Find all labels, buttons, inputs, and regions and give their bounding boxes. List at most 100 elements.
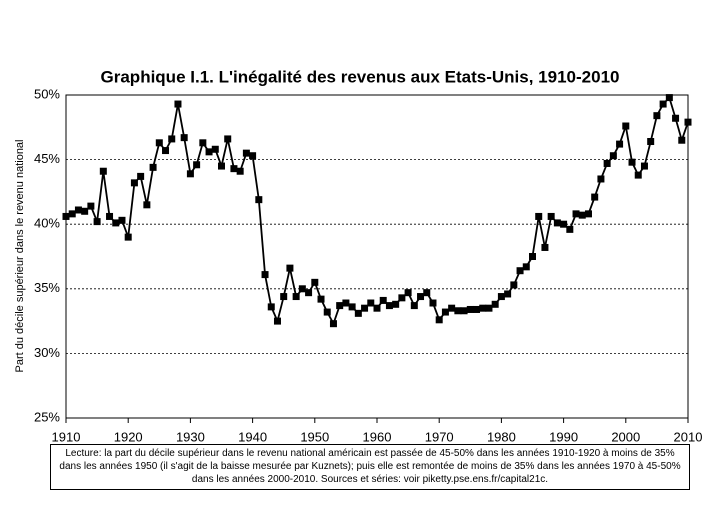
marker: [516, 267, 524, 275]
note: Lecture: la part du décile supérieur dan…: [50, 444, 690, 490]
marker: [672, 114, 680, 122]
marker: [591, 193, 599, 201]
marker: [261, 271, 269, 279]
marker: [665, 94, 673, 102]
marker: [280, 293, 288, 301]
marker: [298, 285, 306, 293]
marker: [560, 220, 568, 228]
plot-frame: [65, 94, 689, 419]
marker: [180, 134, 188, 142]
marker: [485, 304, 493, 312]
y-tick-label: 35%: [34, 280, 60, 295]
marker: [199, 139, 207, 147]
marker: [435, 316, 443, 324]
marker: [385, 302, 393, 310]
marker: [329, 320, 337, 328]
marker: [448, 304, 456, 312]
marker: [547, 212, 555, 220]
marker: [112, 219, 120, 227]
y-tick-label: 40%: [34, 216, 60, 231]
marker: [647, 138, 655, 146]
marker: [616, 140, 624, 148]
x-tick-label: 1970: [425, 429, 454, 444]
marker: [155, 139, 163, 147]
marker: [143, 201, 151, 209]
marker: [87, 202, 95, 210]
marker: [628, 158, 636, 166]
x-tick-label: 1960: [363, 429, 392, 444]
marker: [348, 303, 356, 311]
marker: [535, 212, 543, 220]
marker: [597, 175, 605, 183]
marker: [367, 299, 375, 307]
marker: [342, 299, 350, 307]
marker: [311, 278, 319, 286]
x-tick-label: 2010: [674, 429, 703, 444]
marker: [130, 179, 138, 187]
x-tick-label: 1910: [52, 429, 81, 444]
marker: [267, 303, 275, 311]
marker: [205, 148, 213, 156]
marker: [404, 289, 412, 297]
marker: [491, 300, 499, 308]
y-tick-label: 30%: [34, 345, 60, 360]
y-tick-label: 45%: [34, 151, 60, 166]
marker: [162, 147, 170, 155]
marker: [379, 296, 387, 304]
marker: [479, 304, 487, 312]
data-line: [65, 95, 689, 326]
marker: [137, 172, 145, 180]
marker: [466, 305, 474, 313]
marker: [529, 253, 536, 260]
marker: [640, 162, 648, 170]
marker: [323, 308, 331, 316]
marker: [224, 135, 232, 143]
marker: [174, 100, 182, 108]
marker: [510, 281, 518, 289]
marker: [609, 152, 617, 160]
marker: [149, 163, 157, 171]
marker: [460, 307, 468, 315]
marker: [273, 317, 281, 325]
marker: [566, 225, 574, 233]
marker: [118, 216, 126, 224]
marker: [373, 304, 381, 312]
marker: [218, 162, 225, 170]
chart-title: Graphique I.1. L'inégalité des revenus a…: [101, 67, 620, 86]
marker: [168, 135, 176, 143]
marker: [423, 289, 431, 297]
marker: [678, 136, 686, 144]
x-tick-label: 1940: [238, 429, 267, 444]
marker: [106, 212, 114, 220]
marker: [504, 290, 512, 298]
marker: [255, 196, 263, 204]
marker: [93, 218, 101, 226]
x-tick-label: 2000: [611, 429, 640, 444]
x-tick-label: 1950: [300, 429, 329, 444]
marker: [417, 293, 425, 301]
marker: [317, 295, 325, 303]
marker: [684, 118, 692, 126]
marker: [74, 206, 82, 214]
marker: [584, 210, 592, 218]
marker: [242, 149, 250, 157]
marker: [572, 210, 580, 218]
marker: [249, 152, 257, 160]
marker: [473, 305, 481, 313]
marker: [354, 309, 362, 317]
x-tick-label: 1920: [114, 429, 143, 444]
marker: [659, 100, 667, 108]
marker: [124, 233, 132, 241]
marker: [429, 299, 437, 307]
x-tick-label: 1930: [176, 429, 205, 444]
marker: [603, 159, 611, 167]
y-tick-label: 50%: [34, 86, 60, 101]
marker: [99, 167, 107, 175]
marker: [193, 161, 201, 169]
marker: [553, 219, 561, 227]
marker: [392, 300, 400, 308]
marker: [230, 165, 238, 173]
marker: [286, 264, 294, 272]
marker: [522, 263, 530, 271]
